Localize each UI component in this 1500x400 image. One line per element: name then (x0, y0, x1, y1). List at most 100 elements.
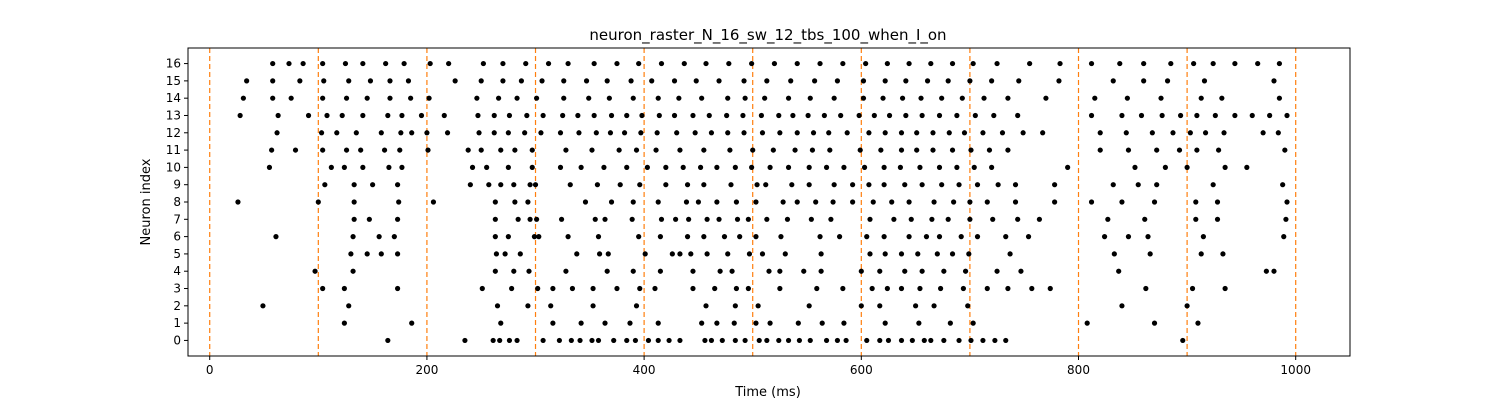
spike-point (703, 303, 709, 309)
x-tick-label: 1000 (1280, 363, 1311, 377)
spike-point (409, 130, 415, 136)
spike-point (937, 285, 944, 292)
spike-point (617, 182, 623, 188)
spike-point (866, 130, 872, 136)
spike-point (561, 95, 567, 101)
spike-point (813, 199, 819, 205)
spike-point (512, 147, 518, 153)
spike-point (574, 251, 580, 257)
spike-point (1151, 199, 1158, 205)
spike-point (353, 130, 359, 136)
spike-point (462, 337, 468, 344)
spike-point (856, 112, 862, 119)
spike-point (714, 164, 720, 170)
spike-point (498, 182, 504, 188)
spike-point (801, 268, 807, 274)
spike-point (655, 95, 661, 101)
spike-point (716, 216, 722, 222)
spike-point (582, 199, 589, 205)
spike-point (860, 95, 867, 101)
spike-point (919, 268, 925, 274)
spike-point (494, 303, 501, 309)
spike-point (339, 112, 345, 119)
spike-point (604, 268, 610, 274)
spike-point (729, 268, 735, 274)
spike-point (1154, 147, 1160, 153)
spike-point (511, 182, 517, 188)
spike-point (649, 78, 655, 84)
spike-point (1117, 60, 1123, 67)
spike-point (506, 337, 513, 344)
spike-point (341, 320, 347, 326)
spike-point (324, 112, 330, 119)
spike-point (1220, 251, 1226, 257)
spike-point (930, 130, 936, 136)
spike-point (753, 234, 759, 240)
spike-point (785, 164, 792, 170)
spike-point (297, 78, 303, 84)
spike-point (677, 147, 683, 153)
spike-point (288, 95, 294, 101)
spike-point (386, 164, 392, 170)
spike-points (235, 60, 1290, 344)
spike-point (858, 268, 864, 274)
spike-point (321, 78, 327, 84)
spike-point (644, 164, 650, 170)
spike-point (1194, 147, 1200, 153)
spike-point (1168, 60, 1174, 67)
spike-point (545, 60, 552, 67)
y-axis-label: Neuron index (139, 158, 154, 245)
spike-point (558, 216, 565, 222)
spike-point (506, 112, 513, 119)
spike-point (383, 60, 389, 67)
spike-point (1187, 130, 1193, 136)
spike-point (385, 337, 391, 344)
spike-point (680, 164, 686, 170)
spike-point (590, 303, 596, 309)
spike-point (343, 95, 350, 101)
spike-point (749, 164, 755, 170)
spike-point (1036, 216, 1043, 222)
spike-point (1260, 130, 1266, 136)
spike-point (639, 112, 645, 119)
spike-point (967, 78, 973, 84)
spike-point (898, 337, 905, 344)
spike-point (529, 164, 535, 170)
spike-point (945, 216, 951, 222)
spike-point (823, 164, 830, 170)
spike-point (1158, 95, 1164, 101)
spike-point (1065, 164, 1071, 170)
spike-point (974, 182, 981, 188)
spike-point (776, 112, 782, 119)
spike-point (834, 337, 841, 344)
spike-point (1189, 285, 1196, 292)
spike-point (795, 320, 801, 326)
spike-point (870, 199, 876, 205)
spike-point (320, 147, 326, 153)
spike-point (992, 337, 998, 344)
spike-point (1018, 268, 1024, 274)
spike-point (808, 216, 814, 222)
spike-point (928, 337, 934, 344)
spike-point (1177, 112, 1184, 119)
spike-point (867, 251, 873, 257)
spike-point (1135, 182, 1141, 188)
spike-point (945, 78, 951, 84)
spike-point (1149, 130, 1155, 136)
spike-point (903, 78, 909, 84)
spike-point (1084, 320, 1090, 326)
spike-point (1210, 60, 1216, 67)
spike-point (764, 216, 770, 222)
spike-point (818, 251, 824, 257)
spike-point (701, 182, 707, 188)
spike-point (671, 78, 678, 84)
spike-point (358, 147, 364, 153)
spike-point (557, 130, 564, 136)
spike-point (1141, 78, 1147, 84)
spike-point (1176, 147, 1183, 153)
spike-point (601, 164, 607, 170)
y-tick-label: 14 (166, 91, 181, 105)
spike-point (968, 147, 974, 153)
spike-point (502, 251, 508, 257)
spike-point (980, 337, 986, 344)
